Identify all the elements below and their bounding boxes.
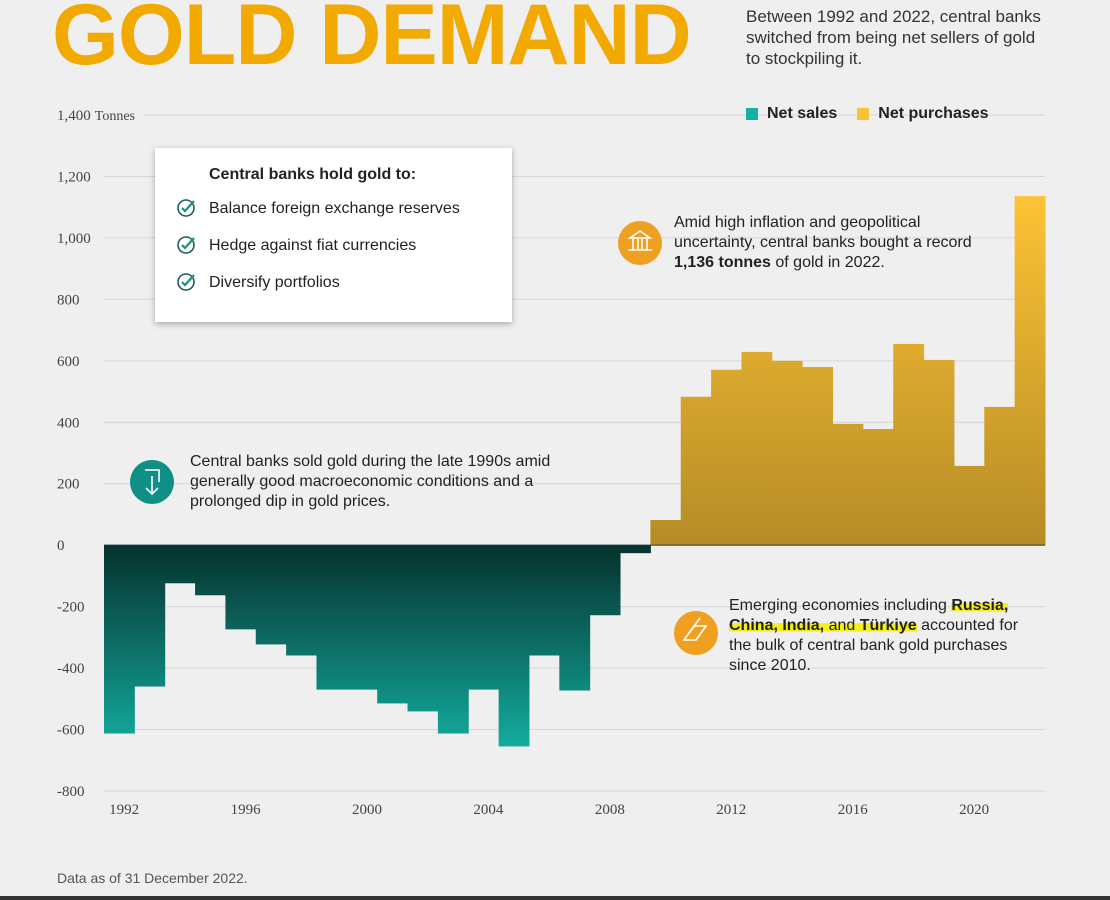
annotation-text: of gold in 2022. [770,254,885,271]
legend-swatch [746,108,758,120]
y-tick-label: 600 [57,354,80,370]
y-tick-label: 1,400 [57,108,91,124]
x-tick-label: 2016 [838,802,869,818]
annotation-text: 1,136 tonnes [674,254,771,271]
y-tick-label: -400 [57,661,85,677]
legend-label: Net purchases [878,105,989,122]
x-tick-label: 1996 [231,802,262,818]
bar [589,545,621,616]
gold-glyph [682,617,708,641]
annotation-text: Türkiye [859,617,917,634]
legend-label: Net sales [767,105,838,122]
annotation-text: Amid high inflation and geopolitical unc… [674,214,972,251]
bar [407,545,439,712]
callout-item: Hedge against fiat currencies [209,237,417,254]
annotation-text: Emerging economies including [729,597,952,614]
bar [195,545,226,596]
bar [953,465,985,546]
bar [559,545,591,691]
bar [832,423,864,546]
bar [286,545,317,656]
callout-box: Central banks hold gold to: Balance fore… [155,148,512,322]
check-icon [177,199,195,217]
icons [130,221,718,655]
bar [164,545,196,584]
legend-swatch [857,108,870,120]
bar [802,366,834,546]
bar [134,545,166,687]
y-tick-label: -600 [57,723,85,739]
bar [923,359,955,546]
bar [771,360,803,546]
bank-glyph [627,230,653,251]
callout-item: Diversify portfolios [209,274,340,291]
bar [893,343,925,546]
bar [984,406,1016,546]
y-tick-label: -200 [57,600,85,616]
bar [498,545,530,747]
callout-item: Balance foreign exchange reserves [209,200,460,217]
x-tick-label: 2012 [716,802,746,818]
bar [1014,196,1046,546]
bottom-border [0,896,1110,900]
annotation-text: accounted for the bulk of central bank g… [729,617,1019,674]
bar [225,545,257,630]
x-tick-label: 1992 [109,802,139,818]
bar [620,545,651,554]
bar [862,429,894,546]
gold-icon [674,611,718,655]
bar [316,545,348,690]
bar [437,545,469,734]
check-icon [177,236,195,254]
bar [255,545,287,645]
legend-item: Net sales [746,105,837,123]
bar [528,545,560,656]
y-tick-label: 0 [57,538,65,554]
annotation-text: and [824,617,860,634]
bar [468,545,500,690]
x-tick-label: 2004 [473,802,504,818]
annotation-text: Central banks sold gold during the late … [190,453,551,510]
title: GOLD DEMAND [52,0,692,83]
check-icon [177,273,195,291]
x-tick-label: 2020 [959,802,989,818]
annotation: Emerging economies including Russia, Chi… [729,596,1019,676]
y-tick-label: 400 [57,415,80,431]
bar [346,545,378,690]
legend-item: Net purchases [857,105,989,123]
bar [680,396,712,546]
footnote: Data as of 31 December 2022. [57,870,248,886]
x-tick-label: 2000 [352,802,382,818]
bar [650,519,682,546]
y-tick-label: 800 [57,292,80,308]
sell-glyph [145,469,160,496]
y-tick-label: 1,000 [57,231,91,247]
subtitle: Between 1992 and 2022, central banks swi… [746,7,1041,68]
y-tick-label: -800 [57,784,85,800]
bar [711,369,742,546]
y-tick-label: 1,200 [57,169,91,185]
x-tick-label: 2008 [595,802,625,818]
y-unit: Tonnes [95,109,135,124]
annotation: Amid high inflation and geopolitical unc… [674,213,974,273]
bar [104,545,135,734]
bar [377,545,409,704]
bar [741,351,773,546]
callout-heading: Central banks hold gold to: [209,166,417,183]
y-tick-label: 200 [57,477,80,493]
bank-icon [618,221,662,265]
annotation: Central banks sold gold during the late … [190,452,590,512]
